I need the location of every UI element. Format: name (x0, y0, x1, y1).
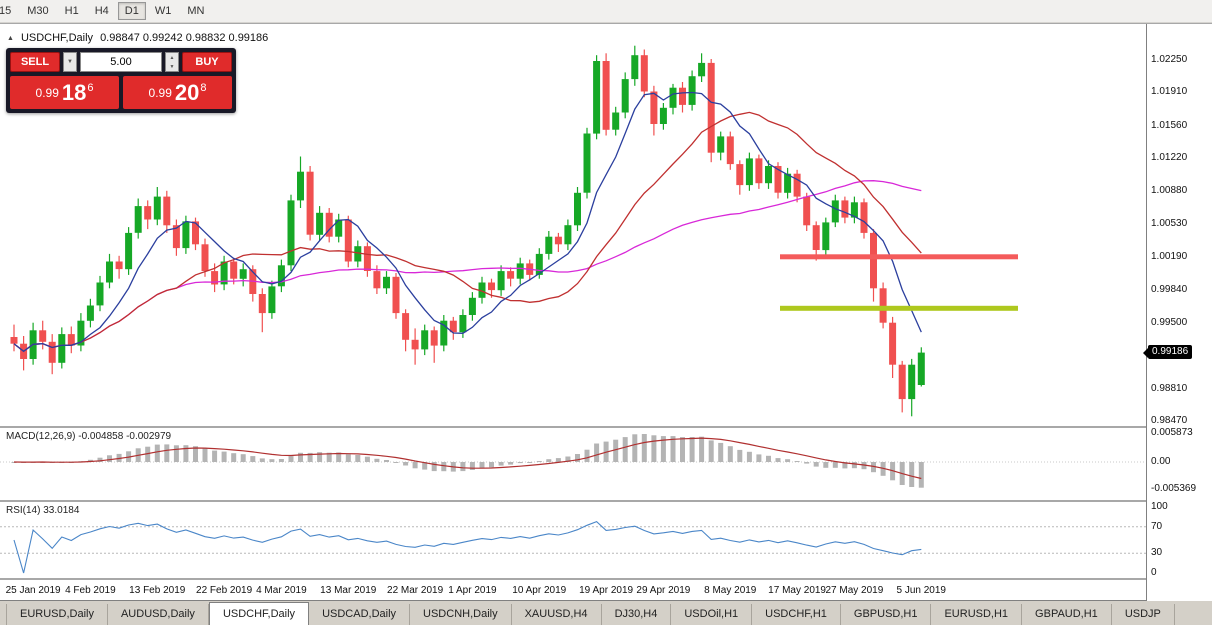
axis-label: 100 (1151, 501, 1168, 512)
date-label: 29 Apr 2019 (636, 585, 691, 596)
timeframe-button-h1[interactable]: H1 (58, 2, 86, 20)
timeframe-button-mn[interactable]: MN (180, 2, 211, 20)
date-label: 27 May 2019 (825, 585, 884, 596)
tab-eurusd-daily[interactable]: EURUSD,Daily (6, 604, 108, 625)
sell-price-frac: 6 (87, 82, 94, 94)
date-label: 4 Feb 2019 (65, 585, 116, 596)
tab-eurusd-h1[interactable]: EURUSD,H1 (931, 604, 1023, 625)
timeframe-button-d1[interactable]: D1 (117, 2, 146, 20)
tab-usdoil-h1[interactable]: USDOil,H1 (671, 604, 753, 625)
volume-up-icon[interactable]: ▲ (169, 54, 175, 61)
one-click-collapse-icon[interactable]: ▲ (7, 34, 14, 42)
axis-label: 1.00190 (1151, 250, 1188, 262)
tab-usdcad-daily[interactable]: USDCAD,Daily (309, 604, 411, 625)
volume-down-icon[interactable]: ▼ (169, 63, 175, 70)
date-label: 5 Jun 2019 (896, 585, 947, 596)
rsi-indicator-label: RSI(14) 33.0184 (6, 505, 80, 516)
date-label: 19 Apr 2019 (579, 585, 634, 596)
timeframe-button-w1[interactable]: W1 (148, 2, 179, 20)
axis-label: 1.01220 (1151, 152, 1188, 164)
buy-price-box[interactable]: 0.99 20 8 (123, 76, 232, 109)
chart-tabs: EURUSD,Daily AUDUSD,Daily USDCHF,Daily USDC… (0, 600, 1212, 625)
sell-button[interactable]: SELL (10, 52, 60, 72)
tab-gbpaud-h1[interactable]: GBPAUD,H1 (1022, 604, 1112, 625)
axis-label: 0.005873 (1151, 426, 1193, 438)
volume-input[interactable] (80, 52, 162, 72)
rsi-chart[interactable] (0, 502, 1146, 578)
tab-usdcnh-daily[interactable]: USDCNH,Daily (410, 604, 512, 625)
one-click-trading-panel: SELL ▼ ▲ ▼ BUY 0.99 18 6 0.99 20 8 (6, 48, 236, 113)
axis-label: 0.99840 (1151, 284, 1188, 296)
axis-label: 1.00880 (1151, 184, 1188, 196)
axis-label: 0 (1151, 567, 1157, 578)
volume-stepper[interactable]: ▲ ▼ (165, 52, 179, 72)
timeframe-button-h4[interactable]: H4 (88, 2, 116, 20)
axis-label: 1.01560 (1151, 119, 1188, 131)
chart-symbol-header: ▲ USDCHF,Daily 0.98847 0.99242 0.98832 0… (7, 32, 268, 44)
sell-price-box[interactable]: 0.99 18 6 (10, 76, 119, 109)
buy-price-base: 0.99 (148, 85, 172, 100)
date-label: 1 Apr 2019 (448, 585, 497, 596)
axis-label: 70 (1151, 520, 1163, 532)
current-price-label: 0.99186 (1142, 344, 1193, 359)
date-label: 8 May 2019 (704, 585, 757, 596)
timeframe-button-15[interactable]: 15 (0, 2, 18, 20)
timeframe-button-m30[interactable]: M30 (20, 2, 55, 20)
date-label: 17 May 2019 (768, 585, 827, 596)
macd-indicator-label: MACD(12,26,9) -0.004858 -0.002979 (6, 431, 172, 442)
tab-usdchf-daily[interactable]: USDCHF,Daily (208, 602, 310, 625)
tab-xauusd-h4[interactable]: XAUUSD,H4 (512, 604, 602, 625)
axis-label: 0.00 (1151, 456, 1171, 467)
price-chart[interactable] (0, 24, 1146, 426)
tab-gbpusd-h1[interactable]: GBPUSD,H1 (841, 604, 932, 625)
tab-usdchf-h1[interactable]: USDCHF,H1 (752, 604, 841, 625)
volume-dropdown-icon[interactable]: ▼ (63, 52, 77, 72)
axis-label: 0.99500 (1151, 316, 1188, 328)
date-label: 22 Feb 2019 (196, 585, 253, 596)
date-label: 13 Mar 2019 (320, 585, 377, 596)
buy-price-pips: 20 (174, 79, 200, 105)
tab-usdjp[interactable]: USDJP (1112, 604, 1175, 625)
axis-label: 0.98470 (1151, 415, 1188, 427)
axis-label: -0.005369 (1151, 482, 1197, 494)
sell-price-base: 0.99 (35, 85, 59, 100)
axis-label: 30 (1151, 547, 1163, 559)
chart-window: ▲ USDCHF,Daily 0.98847 0.99242 0.98832 0… (0, 23, 1212, 601)
macd-chart[interactable] (0, 428, 1146, 500)
tab-audusd-daily[interactable]: AUDUSD,Daily (108, 604, 209, 625)
buy-button[interactable]: BUY (182, 52, 232, 72)
date-label: 25 Jan 2019 (5, 585, 61, 596)
date-label: 4 Mar 2019 (256, 585, 307, 596)
sell-price-pips: 18 (61, 79, 87, 105)
price-axis[interactable]: 1.02250 1.01910 1.01560 1.01220 1.00880 1.005… (1142, 24, 1212, 601)
buy-price-frac: 8 (200, 82, 207, 94)
pane-splitter[interactable] (0, 426, 1212, 428)
axis-label: 1.00530 (1151, 218, 1188, 230)
tab-dj30-h4[interactable]: DJ30,H4 (602, 604, 672, 625)
date-axis[interactable]: 25 Jan 2019 4 Feb 2019 13 Feb 2019 22 Feb 2… (0, 580, 1146, 601)
date-label: 22 Mar 2019 (387, 585, 444, 596)
axis-label: 1.02250 (1151, 54, 1188, 65)
pane-splitter[interactable] (0, 500, 1212, 502)
pane-splitter[interactable] (0, 578, 1212, 580)
timeframe-toolbar: 15 M30 H1 H4 D1 W1 MN (0, 0, 1212, 23)
date-label: 13 Feb 2019 (129, 585, 186, 596)
axis-label: 1.01910 (1151, 86, 1188, 98)
date-label: 10 Apr 2019 (512, 585, 567, 596)
symbol-name: USDCHF,Daily (20, 32, 94, 44)
ohlc-values: 0.98847 0.99242 0.98832 0.99186 (100, 32, 269, 44)
axis-label: 0.98810 (1151, 382, 1188, 394)
